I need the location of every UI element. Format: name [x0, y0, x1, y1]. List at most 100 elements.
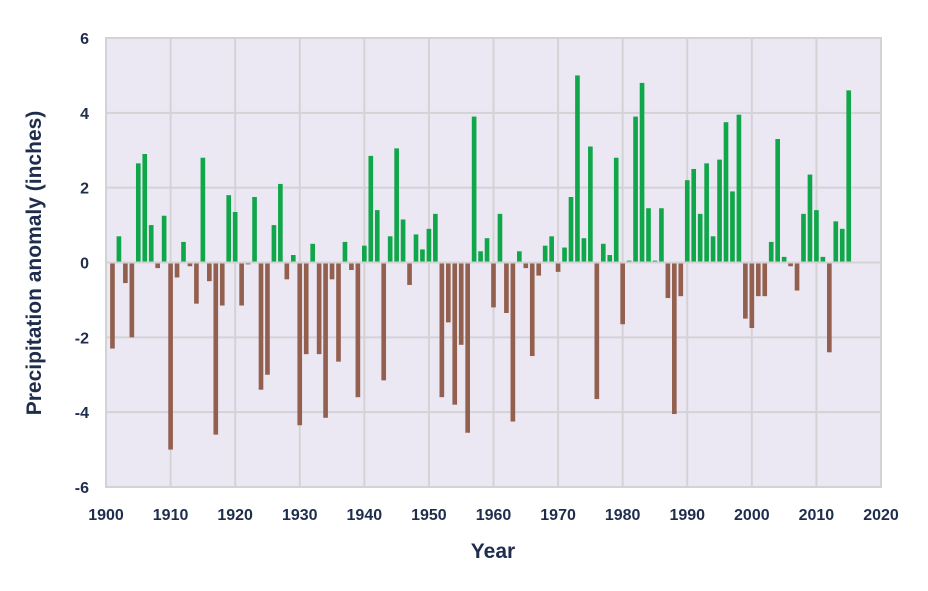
- bar-1918: [219, 262, 225, 306]
- bar-2010: [814, 210, 819, 263]
- bar-1987: [665, 262, 671, 299]
- bar-1984: [646, 208, 651, 263]
- bar-1907: [148, 225, 154, 263]
- bar-1929: [290, 255, 296, 263]
- bar-1965: [523, 262, 529, 269]
- x-tick-label: 1980: [605, 507, 641, 524]
- bar-1995: [717, 159, 722, 263]
- bar-1969: [549, 236, 554, 263]
- bar-2013: [833, 221, 839, 263]
- bar-1988: [672, 262, 677, 415]
- bar-1961: [497, 213, 503, 263]
- x-tick-label: 2010: [799, 507, 835, 524]
- bar-1920: [232, 211, 238, 263]
- bar-1950: [426, 228, 432, 263]
- x-tick-label: 1960: [476, 507, 512, 524]
- x-tick-labels: 1900 1910 1920 1930 1940 1950 1960 1970 1980 1990…: [88, 507, 899, 524]
- bar-2001: [755, 262, 761, 297]
- bar-1975: [588, 146, 593, 263]
- bar-1953: [445, 262, 451, 323]
- bar-2011: [820, 256, 826, 263]
- bar-1976: [594, 262, 600, 400]
- bar-1999: [743, 262, 748, 319]
- bar-1977: [600, 243, 606, 263]
- bar-1951: [433, 213, 438, 263]
- bar-1939: [355, 262, 361, 398]
- y-tick-label: -4: [75, 405, 89, 422]
- bar-1941: [368, 155, 374, 263]
- bar-1964: [517, 251, 522, 263]
- x-tick-label: 1910: [153, 507, 189, 524]
- bar-1978: [607, 255, 613, 263]
- bar-1910: [168, 262, 173, 450]
- bar-1968: [542, 245, 548, 263]
- bar-1936: [336, 262, 341, 362]
- bar-1959: [484, 238, 490, 263]
- bar-2005: [781, 256, 787, 263]
- y-tick-label: 4: [80, 106, 89, 123]
- bar-1924: [258, 262, 264, 390]
- bar-1915: [200, 157, 206, 263]
- bar-1933: [316, 262, 322, 355]
- y-tick-label: 0: [80, 256, 89, 273]
- x-tick-label: 1900: [88, 507, 124, 524]
- y-tick-label: -2: [75, 330, 89, 347]
- bars: [110, 75, 852, 450]
- bar-1983: [639, 82, 645, 263]
- x-axis-title: Year: [471, 540, 515, 563]
- bar-1913: [187, 262, 193, 267]
- bar-1960: [491, 262, 496, 308]
- bar-2015: [846, 90, 852, 263]
- bar-1940: [362, 245, 367, 263]
- bar-1956: [465, 262, 470, 433]
- x-tick-label: 1990: [669, 507, 705, 524]
- bar-1917: [213, 262, 219, 435]
- bar-1996: [723, 122, 729, 263]
- bar-2007: [794, 262, 800, 291]
- bar-1954: [452, 262, 458, 405]
- bar-1993: [704, 163, 709, 263]
- bar-1927: [278, 183, 283, 263]
- y-tick-label: 2: [80, 181, 89, 198]
- bar-1974: [581, 238, 587, 263]
- bar-1957: [471, 116, 477, 263]
- bar-2014: [839, 228, 845, 263]
- bar-1925: [265, 262, 270, 375]
- bar-2004: [775, 139, 780, 263]
- bar-1903: [123, 262, 128, 284]
- bar-1991: [691, 168, 697, 263]
- bar-1904: [129, 262, 135, 338]
- bar-1919: [226, 195, 232, 263]
- bar-1947: [407, 262, 412, 285]
- bar-1912: [181, 241, 186, 263]
- x-tick-label: 1940: [347, 507, 383, 524]
- bar-1970: [555, 262, 561, 272]
- bar-1905: [135, 163, 141, 263]
- bar-1972: [568, 197, 574, 263]
- bar-1938: [349, 262, 354, 270]
- bar-1914: [194, 262, 199, 304]
- bar-1973: [575, 75, 580, 263]
- bar-1949: [420, 249, 425, 263]
- bar-1990: [684, 180, 690, 263]
- bar-1994: [710, 236, 716, 263]
- bar-1930: [297, 262, 303, 426]
- bar-1942: [374, 210, 380, 263]
- bar-1952: [439, 262, 445, 398]
- bar-2003: [768, 241, 774, 263]
- bar-1934: [323, 262, 328, 418]
- bar-1980: [620, 262, 625, 325]
- bar-2006: [788, 262, 793, 267]
- bar-1945: [394, 148, 399, 263]
- y-tick-labels: 6 4 2 0 -2 -4 -6: [75, 31, 89, 497]
- bar-1955: [458, 262, 464, 345]
- x-tick-label: 2000: [734, 507, 770, 524]
- bar-1923: [252, 197, 257, 263]
- bar-1916: [207, 262, 212, 282]
- bar-1962: [504, 262, 509, 314]
- bar-2000: [749, 262, 755, 328]
- bar-2002: [762, 262, 768, 297]
- bar-1986: [659, 208, 664, 263]
- bar-1948: [413, 234, 419, 263]
